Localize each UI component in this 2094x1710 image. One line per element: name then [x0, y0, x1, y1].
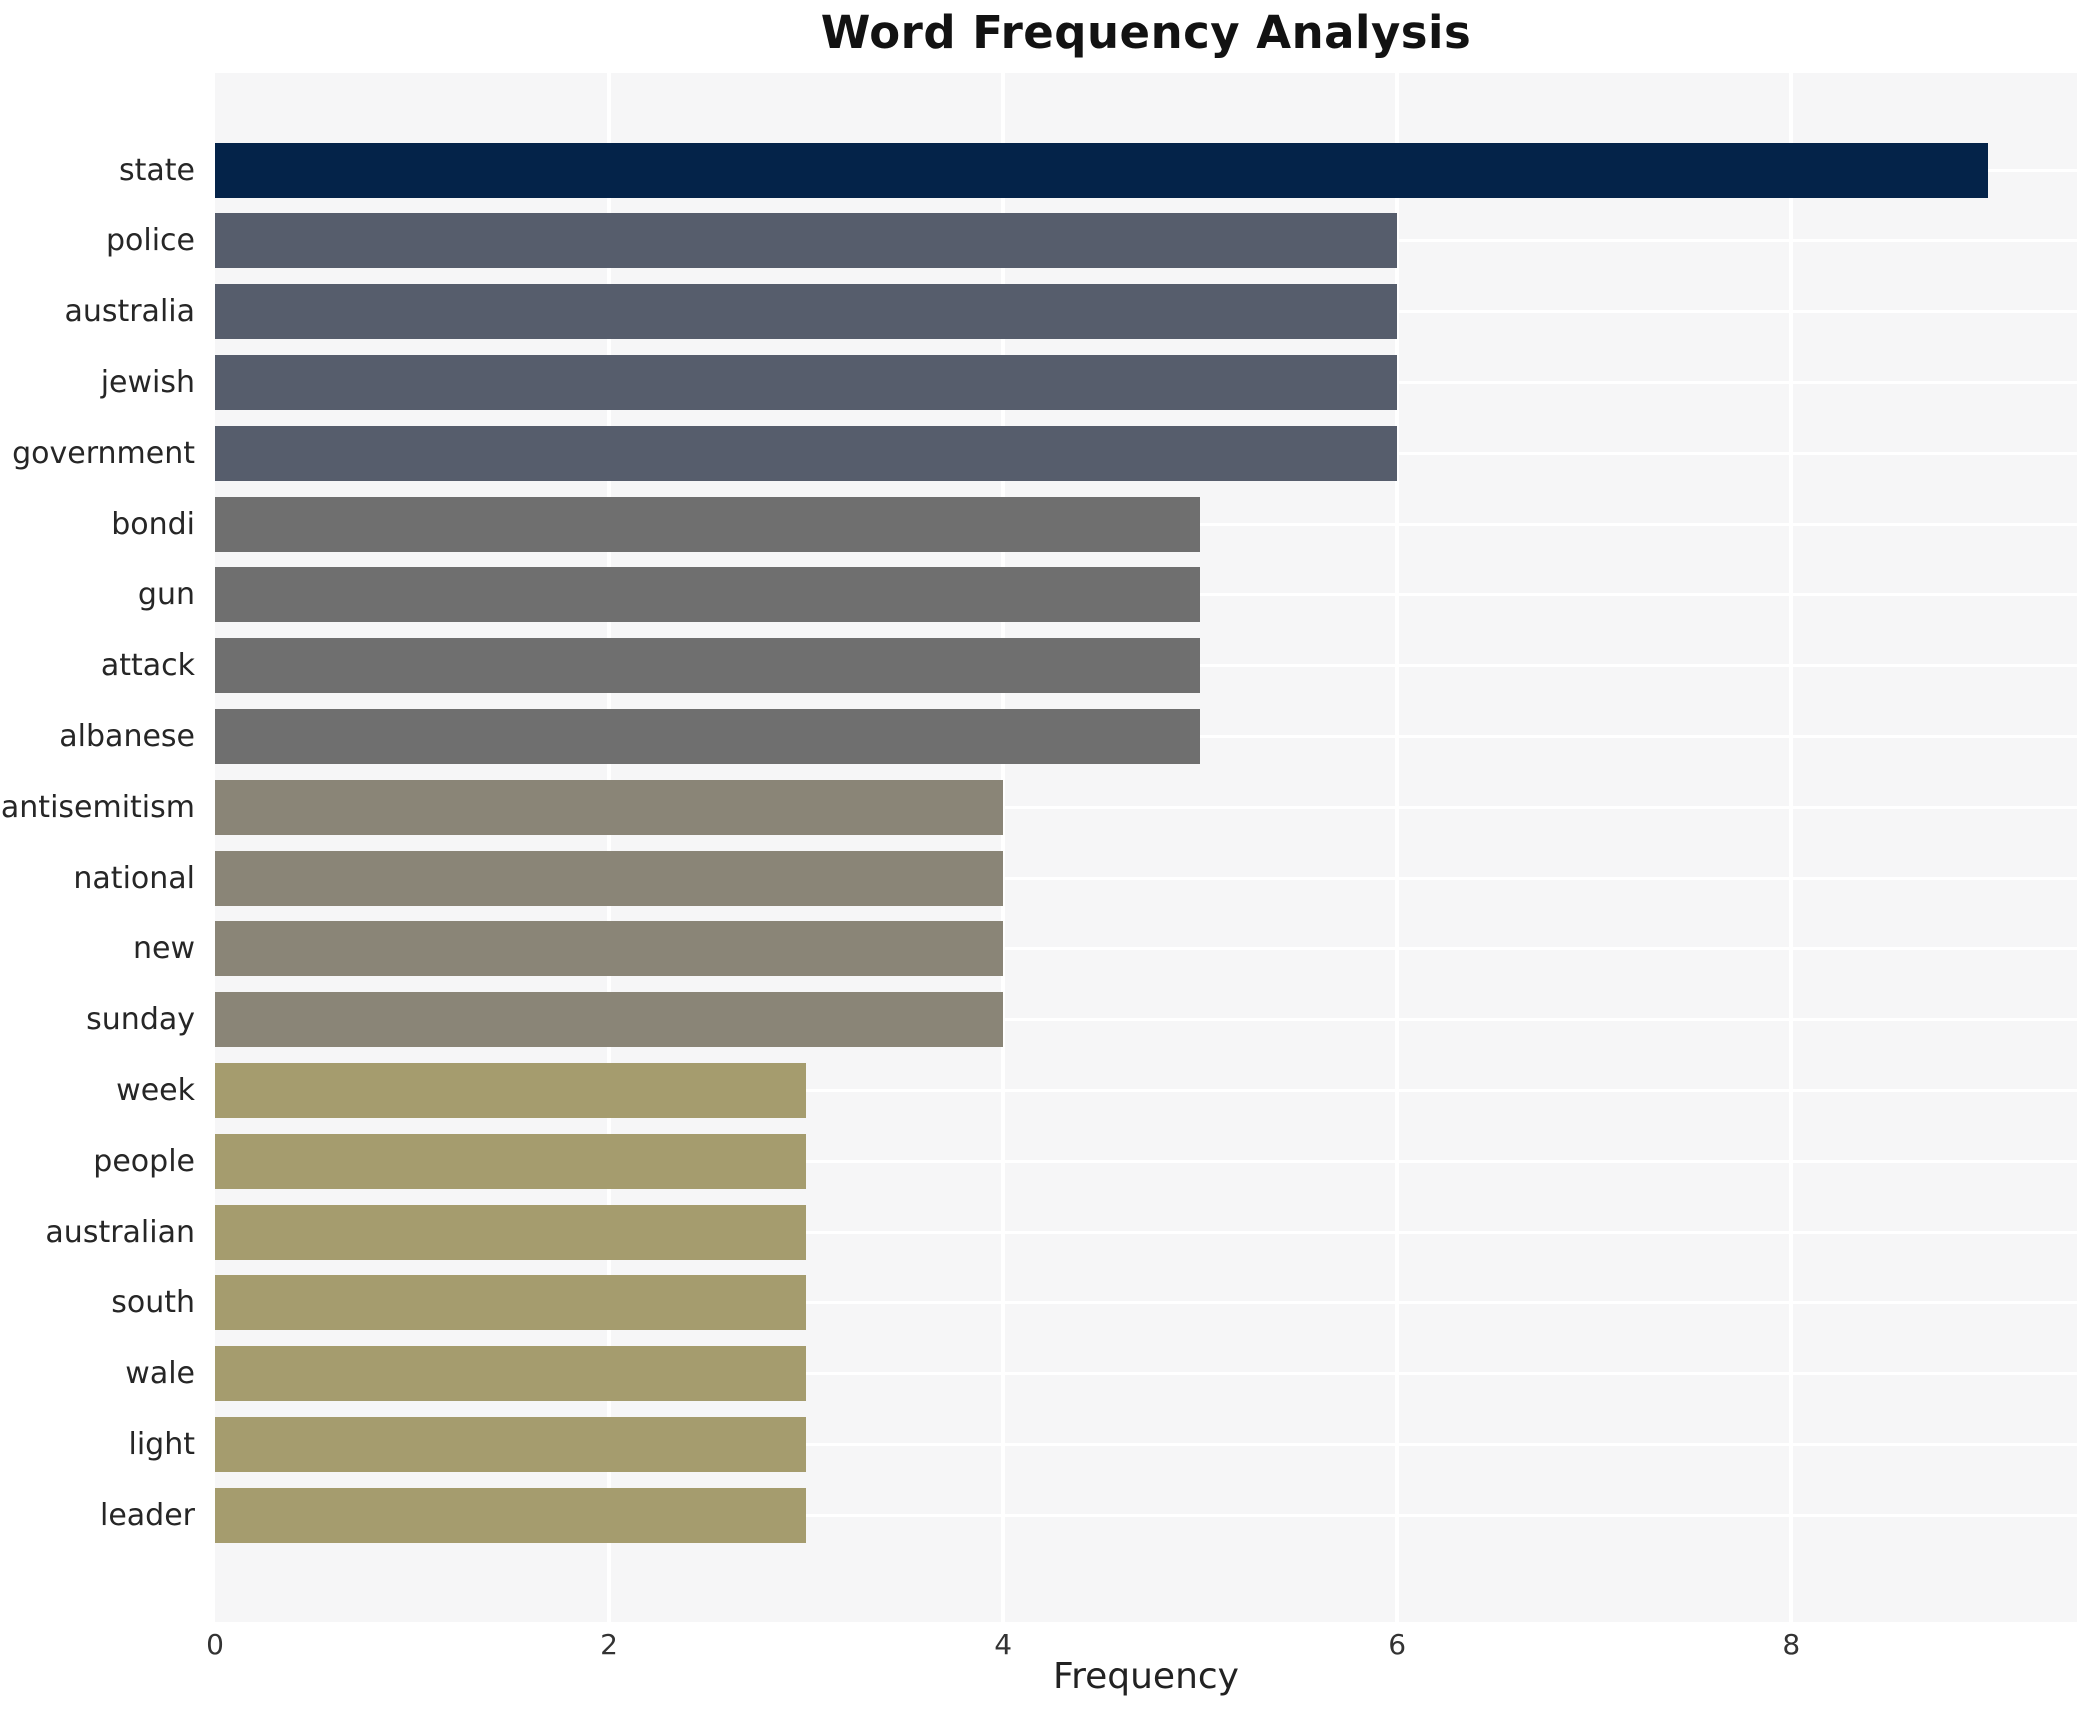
h-gridline	[215, 947, 2077, 951]
h-gridline	[215, 876, 2077, 880]
bar-state	[215, 142, 1989, 198]
plot-area	[215, 73, 2077, 1622]
h-gridline	[215, 805, 2077, 809]
category-label-south: south	[111, 1285, 195, 1321]
category-label-people: people	[93, 1143, 195, 1179]
category-label-new: new	[132, 931, 195, 967]
x-axis-title: Frequency	[1053, 1656, 1239, 1697]
bar-police	[215, 213, 1398, 269]
h-gridline	[215, 1372, 2077, 1376]
bar-people	[215, 1133, 807, 1189]
bar-government	[215, 425, 1398, 481]
x-tick-label: 2	[600, 1628, 618, 1661]
bar-gun	[215, 567, 1201, 623]
bar-leader	[215, 1487, 807, 1543]
chart-title: Word Frequency Analysis	[820, 6, 1472, 59]
bar-australia	[215, 284, 1398, 340]
bar-sunday	[215, 992, 1004, 1048]
v-gridline	[1001, 73, 1006, 1622]
category-label-bondi: bondi	[111, 506, 195, 542]
category-label-albanese: albanese	[59, 718, 195, 754]
bar-jewish	[215, 354, 1398, 410]
x-tick-label: 4	[994, 1628, 1013, 1661]
bar-bondi	[215, 496, 1201, 552]
bar-attack	[215, 638, 1201, 694]
category-label-national: national	[73, 860, 195, 896]
v-gridline	[607, 73, 612, 1622]
category-label-state: state	[119, 152, 195, 188]
bar-week	[215, 1062, 807, 1118]
category-label-australia: australia	[64, 294, 195, 330]
category-label-wale: wale	[125, 1356, 195, 1392]
bar-light	[215, 1416, 807, 1472]
x-tick-label: 0	[206, 1628, 224, 1661]
h-gridline	[215, 1088, 2077, 1092]
bar-south	[215, 1275, 807, 1331]
bar-wale	[215, 1346, 807, 1402]
bar-national	[215, 850, 1004, 906]
category-label-attack: attack	[100, 648, 195, 684]
category-label-australian: australian	[45, 1214, 195, 1250]
category-label-gun: gun	[137, 577, 195, 613]
h-gridline	[215, 1230, 2077, 1234]
h-gridline	[215, 1018, 2077, 1022]
h-gridline	[215, 1513, 2077, 1517]
bar-australian	[215, 1204, 807, 1260]
v-gridline	[1789, 73, 1794, 1622]
category-label-sunday: sunday	[86, 1002, 195, 1038]
y-axis-labels: state police australia jewish government bond…	[0, 73, 205, 1622]
bar-antisemitism	[215, 779, 1004, 835]
category-label-jewish: jewish	[100, 364, 195, 400]
category-label-government: government	[12, 435, 195, 471]
category-label-leader: leader	[99, 1497, 195, 1533]
v-gridline	[1395, 73, 1400, 1622]
bar-albanese	[215, 708, 1201, 764]
category-label-police: police	[105, 223, 195, 259]
x-axis-ticks: 0 2 4 6 8	[206, 1628, 2077, 1668]
x-tick-label: 8	[1782, 1628, 1801, 1661]
h-gridline	[215, 1442, 2077, 1446]
h-gridline	[215, 1159, 2077, 1163]
category-label-light: light	[128, 1426, 196, 1462]
bar-new	[215, 921, 1004, 977]
x-tick-label: 6	[1388, 1628, 1407, 1661]
category-label-week: week	[116, 1072, 195, 1108]
category-label-antisemitism: antisemitism	[0, 789, 195, 825]
h-gridline	[215, 1301, 2077, 1305]
